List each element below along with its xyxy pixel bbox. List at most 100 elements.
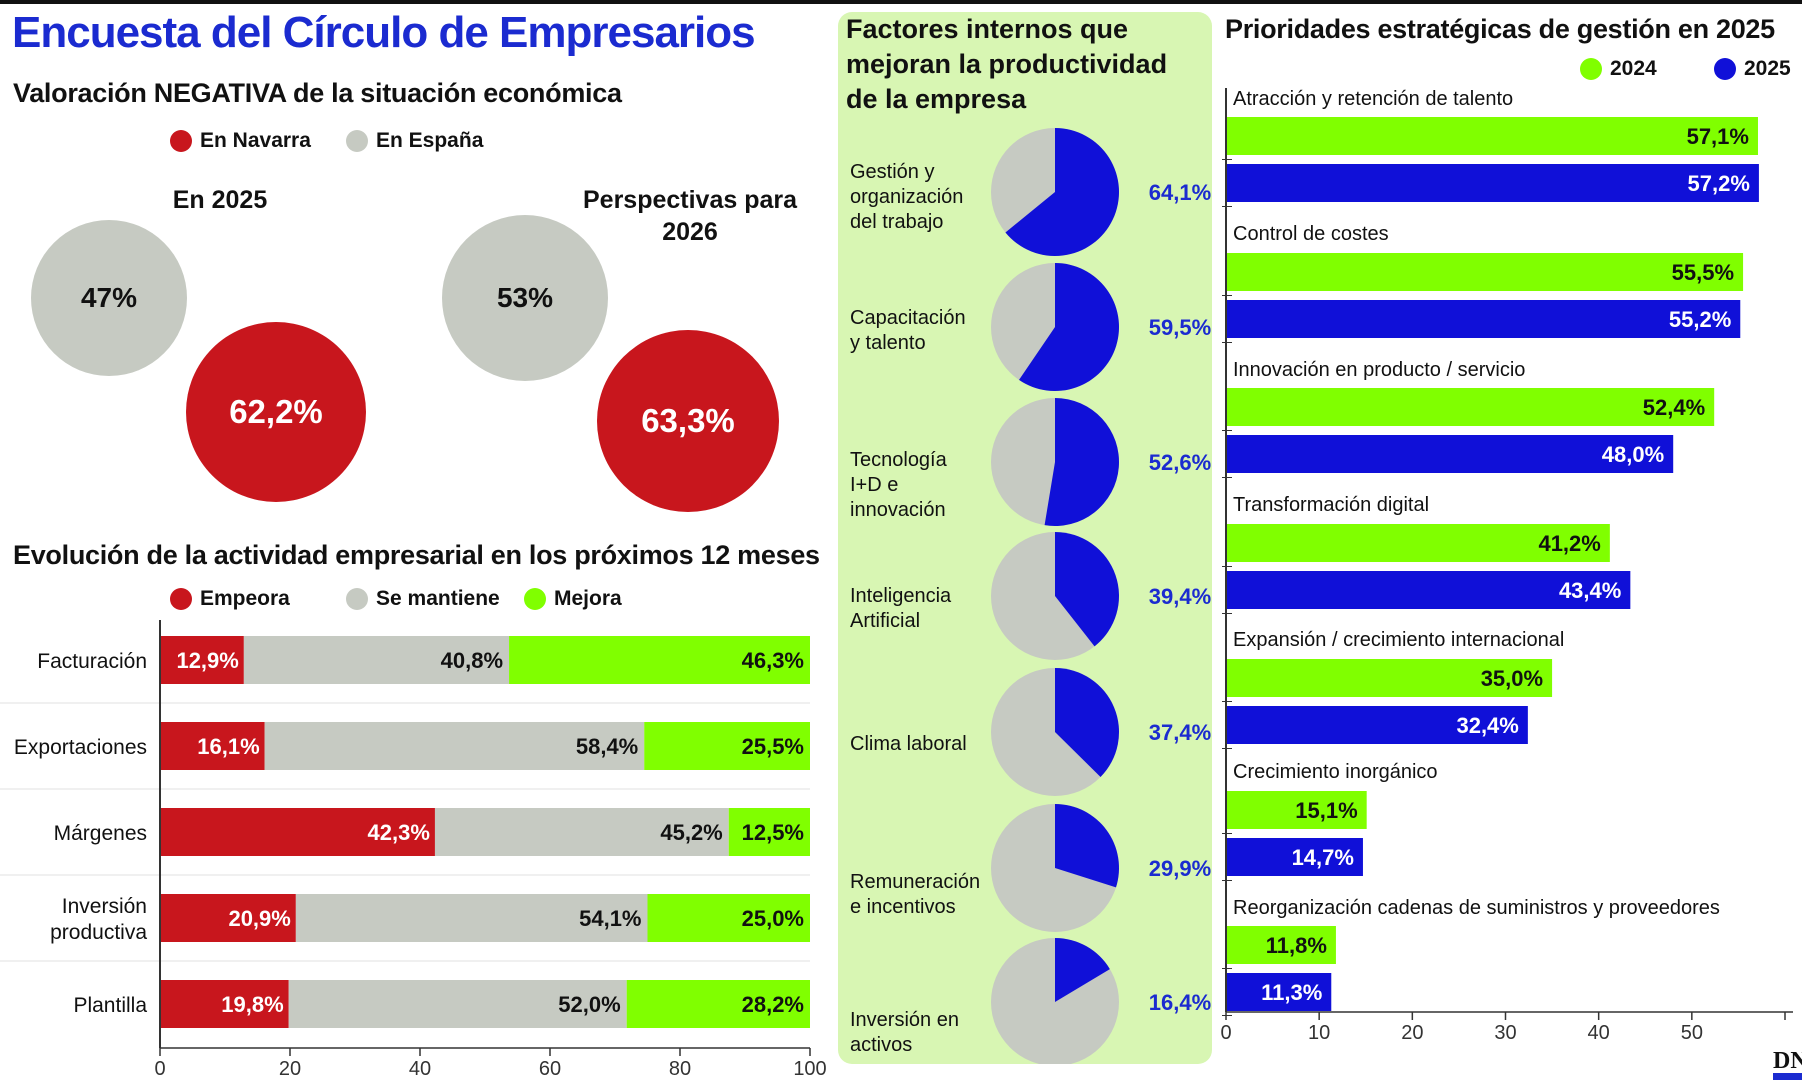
legend-mejora: Mejora [524, 587, 622, 611]
evo-bar-label-1-1: 58,4% [576, 734, 638, 759]
evo-bar-2-0 [509, 636, 810, 684]
evo-bar-label-1-3: 54,1% [579, 906, 641, 931]
prio-bar-0-6 [1226, 926, 1336, 964]
factor-label-0-2: del trabajo [850, 211, 943, 233]
factors-title-line-1: Factores internos que [846, 14, 1129, 44]
legend-2024: 2024 [1580, 57, 1657, 81]
evo-bar-0-0 [160, 636, 244, 684]
evo-bar-1-4 [288, 980, 627, 1028]
evo-bar-1-3 [295, 894, 648, 942]
factor-label-2-2: innovación [850, 499, 946, 521]
prio-bar-label-1-3: 43,4% [1559, 578, 1621, 603]
prio-x-tick-label-0: 0 [1220, 1022, 1231, 1044]
empeora-swatch [170, 588, 192, 610]
prio-bar-1-2 [1226, 435, 1674, 473]
prio-category-label-1: Control de costes [1233, 223, 1389, 245]
evo-category-label-3-0: Inversión [62, 895, 147, 918]
bubble-2026-espana: 53% [442, 215, 608, 381]
prio-bar-0-0 [1226, 117, 1758, 155]
legend-espana: En España [346, 129, 483, 153]
prio-bar-1-1 [1226, 300, 1741, 338]
factors-title-line-3: de la empresa [846, 84, 1027, 114]
evo-bar-label-2-2: 12,5% [742, 820, 804, 845]
factor-label-6-1: activos [850, 1034, 912, 1056]
factor-pie-slice-5 [1055, 804, 1119, 888]
factor-label-3-0: Inteligencia [850, 585, 952, 607]
prio-bar-label-0-4: 35,0% [1481, 666, 1543, 691]
source-logo: DN [1773, 1048, 1802, 1074]
evo-bar-label-0-3: 20,9% [228, 906, 290, 931]
evo-bar-0-2 [160, 808, 435, 856]
top-rule [0, 0, 1802, 4]
evo-bar-label-0-1: 16,1% [197, 734, 259, 759]
prio-x-tick-label-1: 10 [1308, 1022, 1330, 1044]
factor-pie-slice-6 [1055, 938, 1110, 1002]
prio-bar-0-3 [1226, 524, 1610, 562]
bubble-2025-navarra: 62,2% [186, 322, 366, 502]
prio-bar-label-1-6: 11,3% [1261, 980, 1322, 1005]
evolution-section-title: Evolución de la actividad empresarial en… [13, 540, 820, 570]
factor-value-5: 29,9% [1149, 856, 1211, 881]
evo-bar-label-2-3: 25,0% [742, 906, 804, 931]
evo-bar-2-3 [647, 894, 810, 942]
factor-label-5-1: e incentivos [850, 896, 956, 918]
bubble-2025-navarra-value: 62,2% [229, 393, 323, 430]
legend-2025-label: 2025 [1744, 57, 1791, 80]
bubble-2026-navarra-value: 63,3% [641, 402, 735, 439]
prio-bar-1-3 [1226, 571, 1631, 609]
prio-category-label-3: Transformación digital [1233, 494, 1429, 516]
evo-bar-1-0 [243, 636, 510, 684]
factor-value-0: 64,1% [1149, 180, 1211, 205]
bubble-2025-espana: 47% [31, 220, 187, 376]
factor-label-1-1: y talento [850, 332, 926, 354]
evo-bar-label-2-0: 46,3% [742, 648, 804, 673]
factor-label-0-1: organización [850, 186, 963, 208]
prio-x-tick-label-3: 30 [1494, 1022, 1516, 1044]
factors-title: Factores internos que mejoran la product… [846, 12, 1167, 117]
prio-category-label-2: Innovación en producto / servicio [1233, 359, 1525, 381]
factor-label-2-1: I+D e [850, 474, 898, 496]
evo-bar-2-4 [626, 980, 810, 1028]
legend-2025: 2025 [1714, 57, 1791, 81]
prio-bar-label-0-5: 15,1% [1295, 798, 1357, 823]
factor-value-2: 52,6% [1149, 450, 1211, 475]
prio-category-label-4: Expansión / crecimiento internacional [1233, 629, 1564, 651]
prio-bar-label-1-5: 14,7% [1292, 845, 1354, 870]
evo-bar-0-4 [160, 980, 289, 1028]
prio-bar-1-0 [1226, 164, 1759, 202]
factor-pie-slice-3 [1055, 532, 1119, 647]
evo-bar-2-1 [644, 722, 810, 770]
prio-x-tick-label-5: 50 [1681, 1022, 1703, 1044]
evo-bar-label-2-1: 25,5% [742, 734, 804, 759]
factor-pie-slice-1 [1019, 263, 1119, 391]
prio-category-label-0: Atracción y retención de talento [1233, 88, 1513, 110]
prio-bar-1-5 [1226, 838, 1363, 876]
evo-bar-0-3 [160, 894, 296, 942]
factor-label-0-0: Gestión y [850, 161, 934, 183]
factor-pie-slice-2 [1044, 398, 1119, 526]
prio-bar-label-1-1: 55,2% [1669, 307, 1731, 332]
evo-x-tick-label-3: 60 [539, 1058, 561, 1080]
evo-bar-2-2 [728, 808, 810, 856]
bubble-2025-title: En 2025 [172, 186, 268, 214]
factor-label-6-0: Inversión en [850, 1009, 959, 1031]
prio-bar-0-2 [1226, 388, 1715, 426]
prio-category-label-5: Crecimiento inorgánico [1233, 761, 1438, 783]
evo-x-tick-label-5: 100 [793, 1058, 826, 1080]
factor-value-1: 59,5% [1149, 315, 1211, 340]
evo-category-label-1-0: Exportaciones [14, 736, 147, 759]
espana-swatch [346, 130, 368, 152]
factor-value-6: 16,4% [1149, 990, 1211, 1015]
factor-label-4-0: Clima laboral [850, 733, 967, 755]
evo-bar-label-0-0: 12,9% [176, 648, 238, 673]
factor-label-3-1: Artificial [850, 610, 920, 632]
se-mantiene-swatch [346, 588, 368, 610]
evo-category-label-3-1: productiva [50, 921, 147, 944]
evo-x-tick-label-1: 20 [279, 1058, 301, 1080]
prio-bar-label-1-0: 57,2% [1688, 171, 1750, 196]
evo-bar-label-1-4: 52,0% [558, 992, 620, 1017]
legend-navarra: En Navarra [170, 129, 311, 153]
factors-pie-chart: 64,1% Gestión y organización del trabajo 59,… [850, 128, 1211, 1064]
factor-value-4: 37,4% [1149, 720, 1211, 745]
factor-label-2-0: Tecnología [850, 449, 948, 471]
